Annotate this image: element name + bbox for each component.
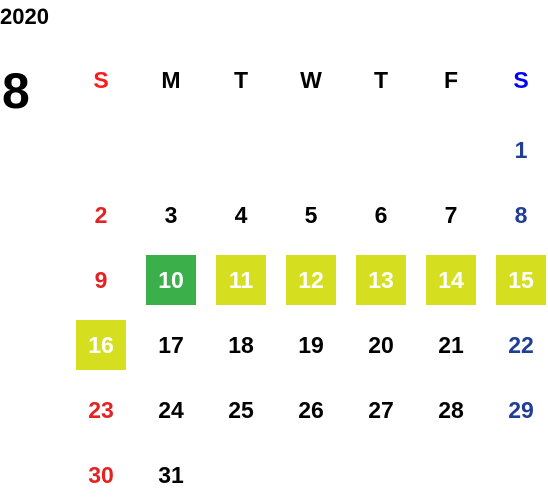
day: 8 xyxy=(514,201,528,228)
weekday-header: T xyxy=(233,66,249,93)
weekday-header: W xyxy=(300,66,322,93)
day: 24 xyxy=(158,396,184,423)
weekday-header: M xyxy=(161,66,181,93)
day: 1 xyxy=(514,136,528,163)
weekday-header: S xyxy=(93,66,109,93)
day: 7 xyxy=(444,201,458,228)
day: 25 xyxy=(228,396,254,423)
day: 21 xyxy=(438,331,464,358)
day: 18 xyxy=(228,331,254,358)
day: 19 xyxy=(298,331,324,358)
day: 3 xyxy=(164,201,178,228)
day: 6 xyxy=(374,201,388,228)
day: 22 xyxy=(508,331,534,358)
day: 31 xyxy=(158,461,184,488)
year: 2020 xyxy=(0,4,49,29)
weekday-header: F xyxy=(443,66,459,93)
day: 28 xyxy=(438,396,464,423)
day: 20 xyxy=(368,331,394,358)
highlighted-day: 11 xyxy=(216,255,266,305)
weekday-header: T xyxy=(373,66,389,93)
day: 29 xyxy=(508,396,534,423)
day: 26 xyxy=(298,396,324,423)
day: 27 xyxy=(368,396,394,423)
highlighted-day: 16 xyxy=(76,320,126,370)
day: 5 xyxy=(304,201,318,228)
day: 9 xyxy=(94,266,108,293)
day: 30 xyxy=(88,461,114,488)
highlighted-day: 10 xyxy=(146,255,196,305)
day: 4 xyxy=(234,201,248,228)
day: 17 xyxy=(158,331,184,358)
highlighted-day: 12 xyxy=(286,255,336,305)
month: 8 xyxy=(2,63,30,119)
day: 23 xyxy=(88,396,114,423)
highlighted-day: 15 xyxy=(496,255,546,305)
highlighted-day: 13 xyxy=(356,255,406,305)
weekday-header: S xyxy=(513,66,529,93)
day: 2 xyxy=(94,201,108,228)
highlighted-day: 14 xyxy=(426,255,476,305)
